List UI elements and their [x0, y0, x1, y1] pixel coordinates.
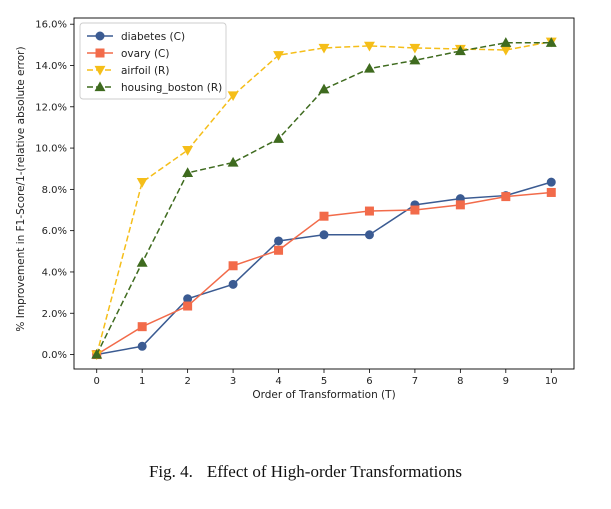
data-point — [137, 341, 147, 351]
y-tick-label: 0.0% — [42, 350, 67, 361]
legend-marker — [95, 48, 105, 58]
legend-label: airfoil (R) — [121, 65, 169, 77]
data-point — [136, 257, 148, 267]
data-point — [274, 245, 284, 255]
legend: diabetes (C) ovary (C) airfoil (R) housing_… — [79, 22, 227, 100]
data-point — [273, 51, 284, 61]
x-tick-label: 4 — [275, 376, 281, 387]
data-point — [227, 91, 239, 102]
x-tick-label: 6 — [366, 376, 372, 387]
legend-label: diabetes (C) — [121, 31, 185, 43]
y-tick-label: 8.0% — [42, 185, 67, 196]
data-point — [546, 177, 556, 187]
x-tick-label: 2 — [184, 376, 190, 387]
data-point — [183, 301, 193, 311]
series-housing-boston-r — [91, 37, 557, 359]
x-tick-label: 1 — [139, 376, 145, 387]
data-point — [318, 43, 330, 54]
data-point — [364, 206, 374, 216]
legend-box — [79, 22, 227, 100]
data-point — [228, 261, 238, 271]
data-point — [545, 37, 557, 47]
legend-marker — [94, 65, 106, 76]
figure-caption: Fig. 4. Effect of High-order Transformati… — [0, 462, 611, 482]
x-tick-label: 7 — [412, 376, 418, 387]
data-point — [228, 279, 238, 289]
data-point — [227, 156, 239, 167]
legend-label: ovary (C) — [121, 48, 169, 60]
data-point — [364, 230, 374, 240]
y-tick-label: 10.0% — [35, 144, 67, 155]
x-tick-label: 10 — [545, 376, 558, 387]
data-point — [546, 187, 556, 197]
x-tick-label: 3 — [230, 376, 236, 387]
data-point — [501, 192, 511, 202]
series-line — [96, 41, 552, 355]
data-point — [91, 348, 103, 359]
data-point — [364, 62, 375, 73]
y-tick-label: 12.0% — [35, 102, 67, 113]
y-tick-label: 14.0% — [35, 61, 67, 72]
data-point — [318, 83, 330, 94]
x-tick-label: 8 — [457, 376, 463, 387]
data-point — [319, 211, 329, 221]
data-point — [409, 43, 421, 54]
series-line — [96, 181, 552, 356]
y-tick-label: 16.0% — [35, 20, 67, 31]
x-tick-label: 5 — [321, 376, 327, 387]
data-point — [182, 146, 194, 156]
data-point — [455, 200, 465, 210]
legend-marker — [94, 81, 106, 92]
y-tick-label: 6.0% — [42, 226, 67, 237]
y-tick-label: 2.0% — [42, 309, 67, 320]
x-axis-label: Order of Transformation (T) — [252, 389, 395, 401]
data-point — [136, 178, 148, 188]
legend-marker — [95, 31, 105, 41]
data-point — [274, 236, 284, 246]
x-tick-label: 9 — [503, 376, 509, 387]
x-tick-label: 0 — [94, 376, 100, 387]
line-chart: 0 1 2 3 4 5 6 7 8 9 10 0.0% 2.0% 4.0% 6.0% 8.0% 10.0% 12… — [15, 17, 575, 401]
data-point — [500, 37, 512, 47]
data-point — [410, 205, 420, 215]
y-axis-label: % Improvement in F1-Score/1-(relative ab… — [15, 46, 27, 331]
y-axis-ticks: 0.0% 2.0% 4.0% 6.0% 8.0% 10.0% 12.0% 14.0% 16.0% — [35, 20, 74, 361]
data-point — [182, 167, 194, 177]
series-ovary-c — [92, 187, 556, 360]
legend-label: housing_boston (R) — [121, 82, 222, 94]
series-diabetes-c — [92, 177, 556, 360]
series-layer — [91, 37, 557, 361]
figure-caption-text: Effect of High-order Transformations — [206, 462, 463, 481]
data-point — [364, 41, 375, 52]
data-point — [454, 45, 466, 56]
series-line — [96, 42, 552, 355]
data-point — [409, 54, 421, 65]
data-point — [319, 230, 329, 240]
data-point — [273, 133, 284, 143]
x-axis-ticks: 0 1 2 3 4 5 6 7 8 9 10 — [94, 369, 558, 387]
figure-number: Fig. 4. — [148, 462, 193, 481]
data-point — [137, 322, 147, 332]
y-tick-label: 4.0% — [42, 267, 67, 278]
